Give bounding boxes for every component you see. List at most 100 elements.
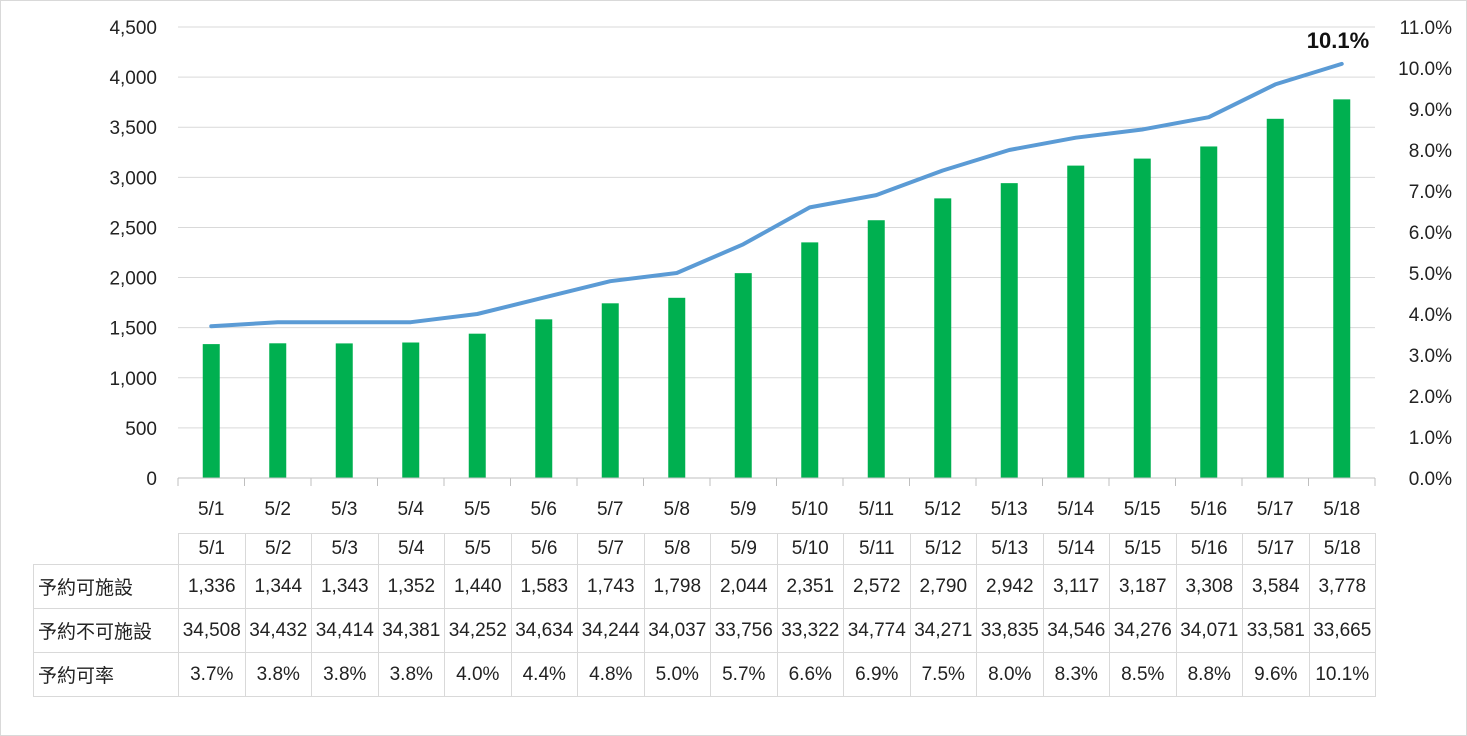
table-column-header: 5/1 [178, 533, 246, 565]
table-cell: 8.5% [1109, 652, 1177, 697]
table-cell: 33,322 [776, 608, 844, 653]
table-cell: 33,835 [976, 608, 1044, 653]
table-cell: 6.9% [843, 652, 911, 697]
table-column-header: 5/7 [577, 533, 645, 565]
table-cell: 8.8% [1175, 652, 1243, 697]
y2-tick-label: 1.0% [1409, 428, 1452, 449]
x-tick-label: 5/8 [664, 499, 690, 520]
x-tick-label: 5/15 [1124, 499, 1161, 520]
bar [601, 303, 619, 478]
y-tick-label: 4,000 [109, 68, 157, 89]
table-cell: 3.8% [377, 652, 445, 697]
table-cell: 34,071 [1175, 608, 1243, 653]
bar [867, 220, 885, 478]
table-cell: 10.1% [1308, 652, 1376, 697]
y-tick-label: 2,000 [109, 269, 157, 290]
table-cell: 3,778 [1308, 564, 1376, 609]
y2-tick-label: 7.0% [1409, 182, 1452, 203]
x-tick-label: 5/18 [1323, 499, 1360, 520]
x-tick-label: 5/9 [730, 499, 756, 520]
y-tick-label: 4,500 [109, 18, 157, 39]
gridlines [178, 26, 1375, 479]
table-header-row: 5/1 5/2 5/3 5/4 5/5 5/6 5/7 5/8 5/9 5/10 5/11 5/12 5… [34, 533, 1376, 565]
table-column-header: 5/12 [909, 533, 977, 565]
annotation-last-rate: 10.1% [1307, 28, 1369, 53]
table-cell: 5.0% [643, 652, 711, 697]
x-tick-label: 5/12 [924, 499, 961, 520]
table-column-header: 5/5 [444, 533, 512, 565]
x-tick-label: 5/1 [198, 499, 224, 520]
y-tick-label: 2,500 [109, 218, 157, 239]
table-column-header: 5/11 [843, 533, 911, 565]
table-column-header: 5/10 [776, 533, 844, 565]
table-cell: 3,308 [1175, 564, 1243, 609]
bar [1200, 146, 1218, 478]
table-cell: 3.8% [244, 652, 312, 697]
table-cell: 34,276 [1109, 608, 1177, 653]
table-cell: 34,414 [311, 608, 379, 653]
table-cell: 34,546 [1042, 608, 1110, 653]
y2-tick-label: 0.0% [1409, 469, 1452, 490]
table-column-header: 5/18 [1308, 533, 1376, 565]
y2-tick-label: 11.0% [1400, 18, 1453, 39]
table-cell: 8.0% [976, 652, 1044, 697]
x-tick-label: 5/2 [265, 499, 291, 520]
table-cell: 2,790 [909, 564, 977, 609]
table-cell: 2,044 [710, 564, 778, 609]
bar [335, 343, 353, 478]
y2-tick-label: 5.0% [1409, 264, 1452, 285]
table-row: 予約可施設 1,336 1,344 1,343 1,352 1,440 1,583 1,743… [33, 564, 1376, 609]
table-cell: 34,244 [577, 608, 645, 653]
table-cell: 1,343 [311, 564, 379, 609]
table-cell: 9.6% [1242, 652, 1310, 697]
bar [801, 242, 819, 478]
bar [402, 342, 420, 478]
y2-tick-label: 6.0% [1409, 223, 1452, 244]
table-cell: 34,271 [909, 608, 977, 653]
bar [1333, 99, 1351, 478]
table-cell: 3,117 [1042, 564, 1110, 609]
table-row-label: 予約可率 [33, 652, 179, 697]
x-tick-label: 5/14 [1057, 499, 1094, 520]
table-cell: 1,344 [244, 564, 312, 609]
table-cell: 34,037 [643, 608, 711, 653]
x-tick-label: 5/6 [531, 499, 557, 520]
table-column-header: 5/2 [244, 533, 312, 565]
table-cell: 33,756 [710, 608, 778, 653]
table-cell: 1,583 [510, 564, 578, 609]
combo-chart: 0 500 1,000 1,500 2,000 2,500 3,000 3,500 4,000 4… [109, 18, 1453, 520]
table-cell: 1,440 [444, 564, 512, 609]
table-cell: 34,432 [244, 608, 312, 653]
table-cell: 3.7% [178, 652, 246, 697]
x-axis: 5/1 5/2 5/3 5/4 5/5 5/6 5/7 5/8 5/9 5/10 5/11 5/12 5… [177, 477, 1376, 520]
bar [202, 344, 220, 478]
bar [1000, 183, 1018, 478]
table-cell: 4.4% [510, 652, 578, 697]
y-tick-label: 3,500 [109, 118, 157, 139]
y2-tick-label: 10.0% [1398, 59, 1452, 80]
table-column-header: 5/6 [510, 533, 578, 565]
table-cell: 33,581 [1242, 608, 1310, 653]
table-cell: 4.8% [577, 652, 645, 697]
table-row-label: 予約不可施設 [33, 608, 179, 653]
table-row: 予約不可施設 34,508 34,432 34,414 34,381 34,252 34,6… [33, 608, 1376, 653]
table-cell: 6.6% [776, 652, 844, 697]
table-cell: 2,942 [976, 564, 1044, 609]
table-cell: 33,665 [1308, 608, 1376, 653]
x-tick-label: 5/11 [858, 499, 894, 520]
table-cell: 8.3% [1042, 652, 1110, 697]
data-table: 5/1 5/2 5/3 5/4 5/5 5/6 5/7 5/8 5/9 5/10 5/11 5/12 5… [33, 533, 1376, 697]
y2-tick-label: 8.0% [1409, 141, 1452, 162]
bar-series [202, 99, 1351, 478]
x-tick-label: 5/17 [1257, 499, 1294, 520]
y2-tick-label: 2.0% [1409, 387, 1452, 408]
x-tick-label: 5/10 [791, 499, 828, 520]
rate-line [209, 61, 1344, 329]
table-cell: 1,352 [377, 564, 445, 609]
bar [1266, 118, 1284, 478]
table-corner [34, 534, 179, 565]
table-cell: 34,634 [510, 608, 578, 653]
table-cell: 34,508 [178, 608, 246, 653]
table-column-header: 5/3 [311, 533, 379, 565]
table-cell: 3,584 [1242, 564, 1310, 609]
